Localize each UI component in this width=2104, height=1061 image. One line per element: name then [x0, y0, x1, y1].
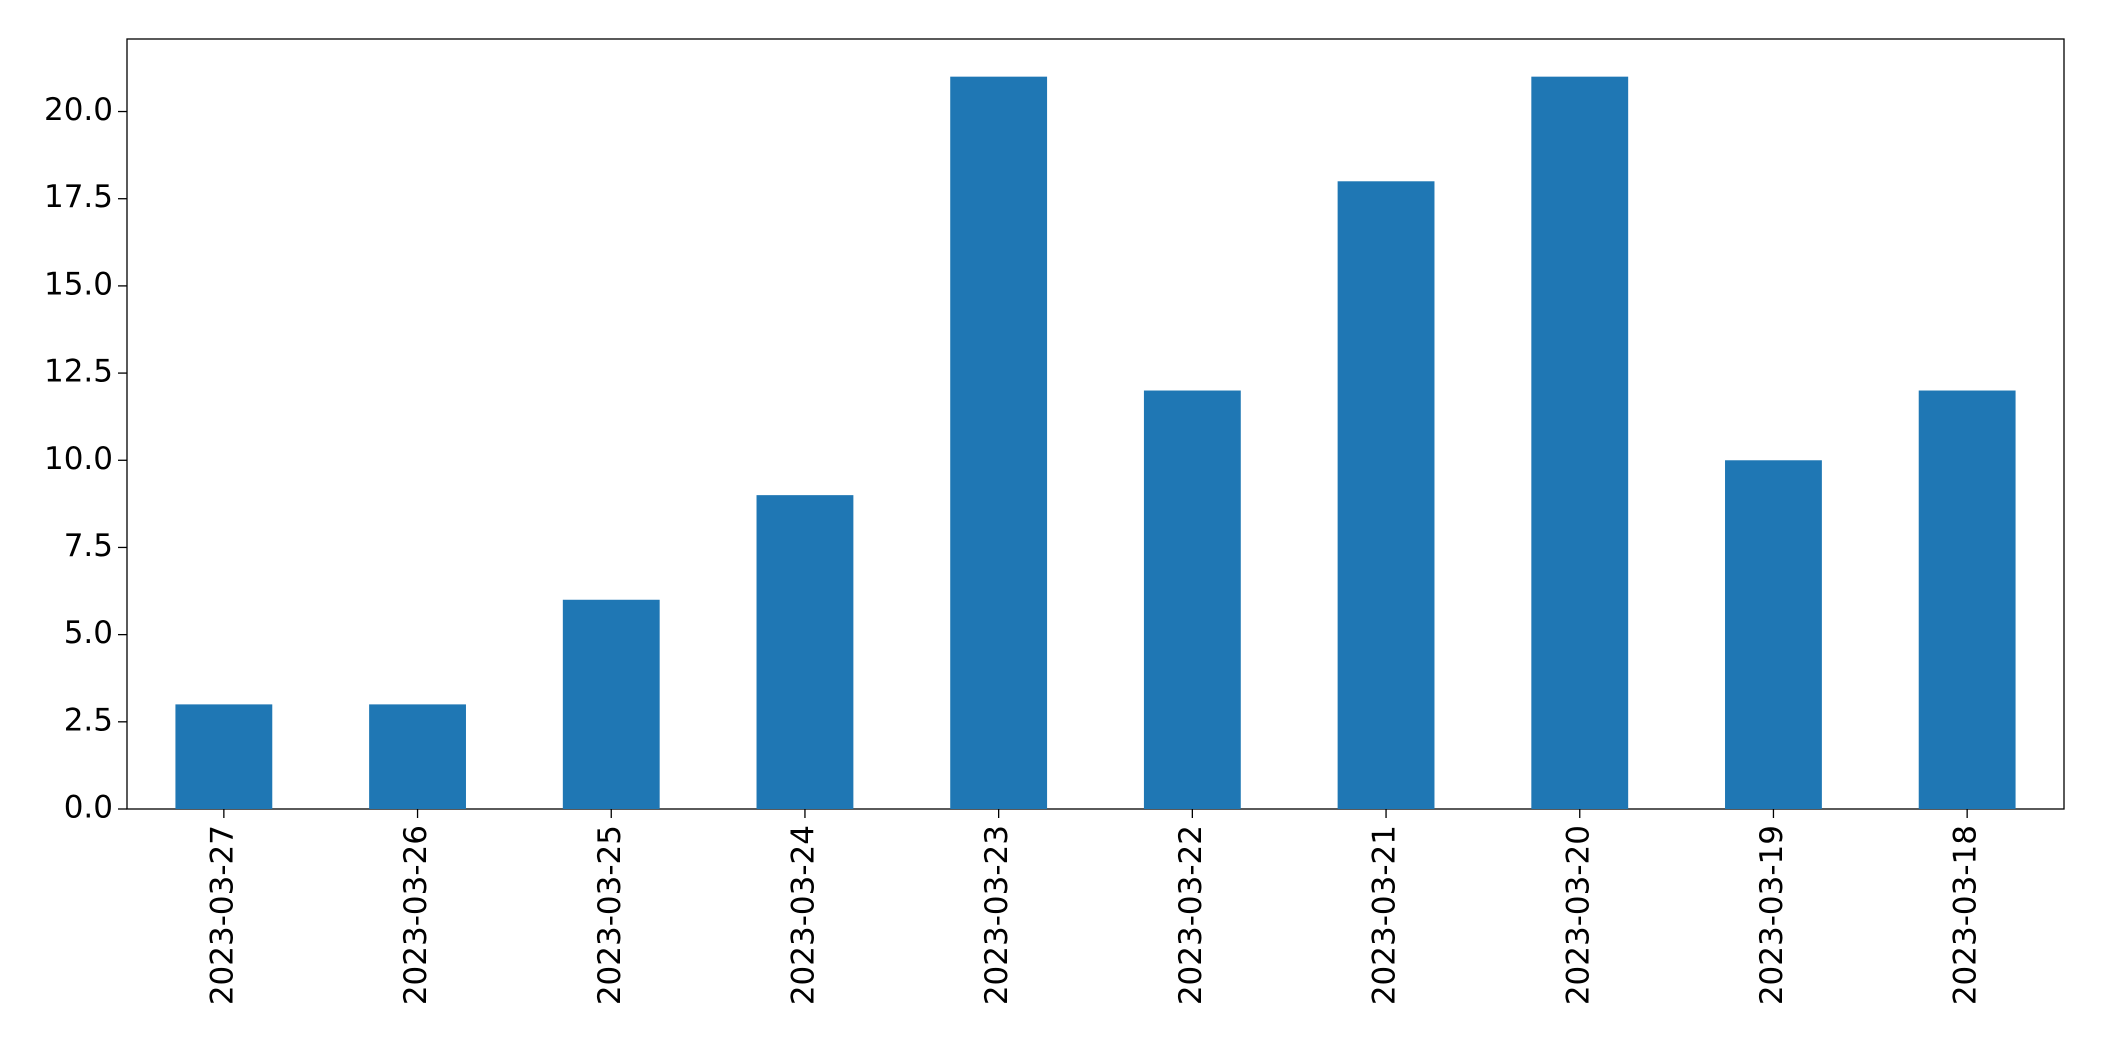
plot-frame — [126, 38, 2065, 810]
x-tick-label: 2023-03-21 — [1367, 825, 1403, 1005]
x-tick-label: 2023-03-26 — [398, 825, 434, 1005]
x-tick-label: 2023-03-22 — [1173, 825, 1209, 1005]
bar — [1918, 390, 2016, 809]
x-tick-label: 2023-03-25 — [592, 825, 628, 1005]
y-tick-label: 2.5 — [64, 702, 113, 738]
y-tick-label: 17.5 — [44, 179, 113, 215]
y-tick-label: 15.0 — [44, 266, 113, 302]
bar — [1725, 460, 1822, 809]
y-tick-label: 7.5 — [64, 528, 113, 564]
x-tick-label: 2023-03-18 — [1948, 825, 1984, 1005]
bar — [175, 704, 273, 809]
bar — [950, 76, 1048, 810]
bar — [369, 704, 466, 809]
y-tick-label: 10.0 — [44, 441, 113, 477]
y-tick-label: 20.0 — [44, 92, 113, 128]
x-tick-label: 2023-03-27 — [204, 825, 240, 1005]
bar — [562, 599, 660, 809]
x-tick-label: 2023-03-19 — [1754, 825, 1790, 1005]
bar — [1337, 181, 1435, 810]
y-tick-label: 0.0 — [64, 790, 113, 826]
bar — [1531, 76, 1629, 810]
x-tick-label: 2023-03-23 — [979, 825, 1015, 1005]
x-tick-label: 2023-03-20 — [1560, 825, 1596, 1005]
y-tick-label: 12.5 — [44, 354, 113, 390]
bar — [1143, 390, 1241, 809]
x-tick-label: 2023-03-24 — [785, 825, 821, 1005]
y-tick-label: 5.0 — [64, 615, 113, 651]
bar — [756, 495, 854, 809]
